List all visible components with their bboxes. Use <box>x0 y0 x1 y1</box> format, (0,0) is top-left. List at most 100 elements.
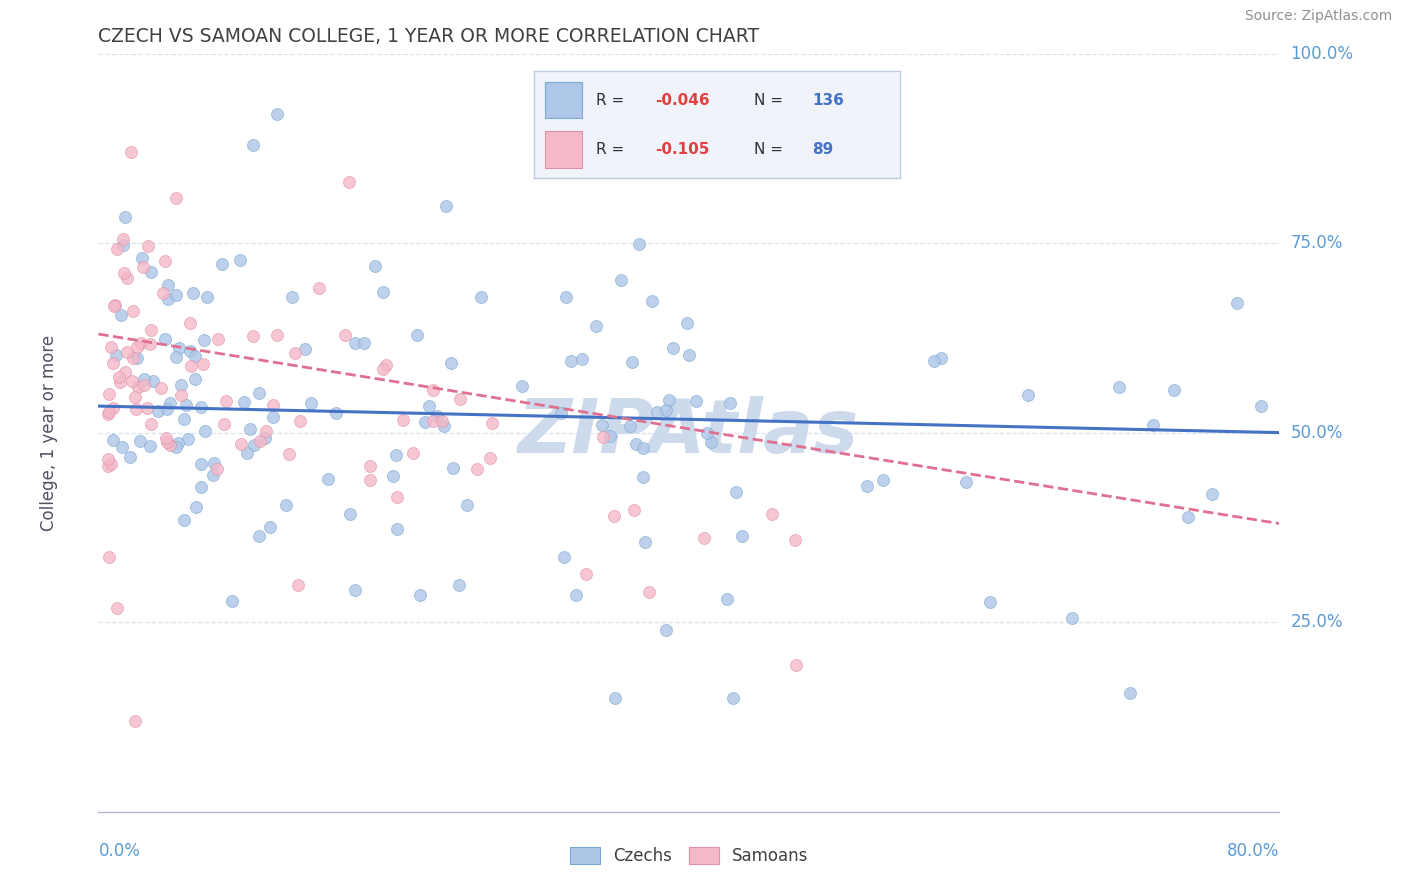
Point <box>1225 296 1247 310</box>
Text: N =: N = <box>754 142 783 157</box>
Point <box>139 336 162 351</box>
Point <box>262 410 284 425</box>
Point <box>253 431 276 445</box>
Point <box>176 432 198 446</box>
Point <box>470 290 492 304</box>
Point <box>207 462 229 476</box>
Point <box>693 531 716 545</box>
Text: 100.0%: 100.0% <box>1291 45 1354 62</box>
Point <box>236 446 259 460</box>
Point <box>662 341 685 355</box>
Point <box>761 507 783 521</box>
Point <box>929 351 952 365</box>
Point <box>152 285 174 300</box>
Point <box>193 333 215 347</box>
Point <box>449 392 471 406</box>
Point <box>110 308 132 322</box>
Point <box>108 369 131 384</box>
Point <box>179 344 201 359</box>
Point <box>288 414 311 428</box>
Point <box>239 422 262 436</box>
Point <box>591 418 613 433</box>
Point <box>101 356 124 370</box>
Point <box>718 395 741 409</box>
Point <box>385 490 408 504</box>
Text: -0.105: -0.105 <box>655 142 709 157</box>
Point <box>249 434 271 448</box>
Point <box>141 323 163 337</box>
Point <box>785 533 807 547</box>
Point <box>184 349 207 363</box>
Point <box>141 417 163 431</box>
Point <box>117 271 139 285</box>
Point <box>174 398 197 412</box>
Point <box>127 380 149 394</box>
Point <box>243 438 266 452</box>
Point <box>132 378 155 392</box>
Point <box>190 480 212 494</box>
Point <box>723 691 745 706</box>
Point <box>433 419 456 434</box>
Point <box>359 473 381 487</box>
Point <box>440 356 463 370</box>
Point <box>156 278 179 293</box>
Point <box>339 507 361 521</box>
Point <box>685 393 707 408</box>
Point <box>955 475 977 489</box>
Text: R =: R = <box>596 142 624 157</box>
Point <box>156 402 179 417</box>
Point <box>262 398 284 412</box>
Point <box>108 375 131 389</box>
Legend: Czechs, Samoans: Czechs, Samoans <box>562 840 815 871</box>
Point <box>631 469 654 483</box>
Point <box>105 348 128 362</box>
Point <box>153 332 176 346</box>
Point <box>979 595 1001 609</box>
Point <box>316 472 339 486</box>
Point <box>413 415 436 429</box>
Point <box>155 431 177 445</box>
Point <box>733 145 755 160</box>
Point <box>409 588 432 602</box>
Point <box>392 413 415 427</box>
Point <box>191 357 214 371</box>
Point <box>1118 686 1140 700</box>
Point <box>125 340 148 354</box>
Point <box>599 428 621 442</box>
Point <box>353 336 375 351</box>
Point <box>564 588 586 602</box>
Point <box>1163 383 1185 397</box>
Point <box>406 327 429 342</box>
Point <box>124 714 146 728</box>
Point <box>364 260 387 274</box>
Point <box>426 409 449 423</box>
Point <box>641 293 664 308</box>
Point <box>1177 510 1199 524</box>
Point <box>125 401 148 416</box>
Point <box>180 359 202 374</box>
Text: 50.0%: 50.0% <box>1291 424 1343 442</box>
Point <box>125 351 148 366</box>
Point <box>135 401 157 416</box>
Point <box>631 441 654 455</box>
Point <box>555 290 578 304</box>
Point <box>628 237 651 252</box>
Point <box>856 479 879 493</box>
Text: ZIPAtlas: ZIPAtlas <box>519 396 859 469</box>
Point <box>434 199 457 213</box>
Point <box>105 600 128 615</box>
Point <box>115 344 138 359</box>
Point <box>170 378 193 392</box>
Point <box>560 354 582 368</box>
Point <box>1017 388 1039 402</box>
Point <box>696 425 718 440</box>
Point <box>111 232 134 246</box>
FancyBboxPatch shape <box>546 82 582 119</box>
Point <box>605 691 627 706</box>
Point <box>619 419 641 434</box>
Point <box>325 406 347 420</box>
Point <box>165 440 187 454</box>
Point <box>924 354 946 368</box>
Point <box>121 374 143 388</box>
Point <box>274 498 297 512</box>
